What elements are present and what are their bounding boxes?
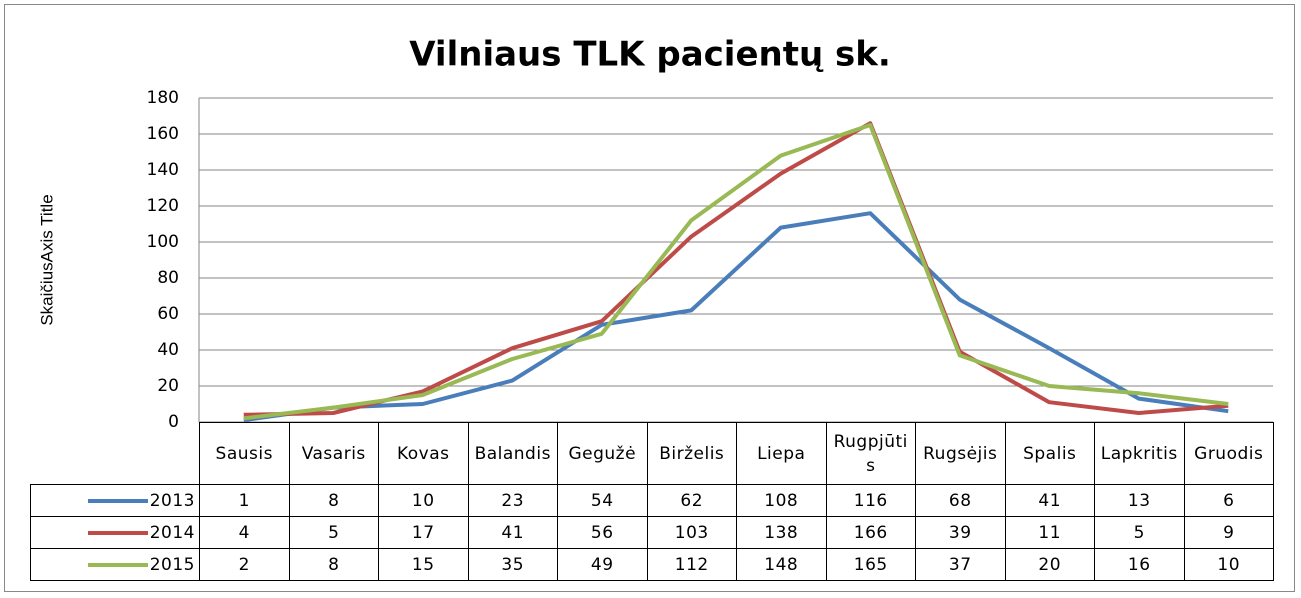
legend-label: 2015 [149, 554, 195, 575]
series-line [243, 123, 1229, 421]
value-cell: 165 [825, 548, 916, 581]
category-cell: Gegužė [557, 422, 648, 485]
category-cell: Vasaris [288, 422, 379, 485]
series-line [243, 211, 1229, 423]
y-tick-label: 120 [147, 196, 179, 216]
category-cell: Lapkritis [1094, 422, 1185, 485]
category-cell: Spalis [1004, 422, 1095, 485]
series-line [243, 121, 1229, 417]
value-cell: 16 [1094, 548, 1185, 581]
value-cell: 166 [825, 516, 916, 549]
value-cell: 13 [1094, 484, 1185, 517]
y-tick-label: 60 [157, 304, 179, 324]
value-cell: 9 [1183, 516, 1274, 549]
value-cell: 62 [646, 484, 737, 517]
value-cell: 68 [915, 484, 1006, 517]
value-cell: 6 [1183, 484, 1274, 517]
value-cell: 41 [1004, 484, 1095, 517]
chart-title: Vilniaus TLK pacientų sk. [409, 35, 891, 75]
y-tick-label: 40 [157, 340, 179, 360]
y-tick-label: 0 [168, 412, 179, 432]
value-cell: 1 [199, 484, 290, 517]
y-tick-label: 180 [147, 88, 179, 108]
value-cell: 5 [288, 516, 379, 549]
legend-cell: 2014 [30, 516, 200, 549]
category-cell: Sausis [199, 422, 290, 485]
value-cell: 11 [1004, 516, 1095, 549]
value-cell: 108 [736, 484, 827, 517]
y-tick-label: 140 [147, 160, 179, 180]
value-cell: 2 [199, 548, 290, 581]
legend-swatch [87, 562, 148, 567]
value-cell: 37 [915, 548, 1006, 581]
y-tick-label: 80 [157, 268, 179, 288]
category-cell: Birželis [646, 422, 737, 485]
value-cell: 15 [378, 548, 469, 581]
value-cell: 35 [467, 548, 558, 581]
category-cell: Gruodis [1183, 422, 1274, 485]
y-tick-label: 20 [157, 376, 179, 396]
value-cell: 41 [467, 516, 558, 549]
value-cell: 10 [378, 484, 469, 517]
legend-cell: 2015 [30, 548, 200, 581]
chart-border [4, 4, 1295, 592]
category-cell: Liepa [736, 422, 827, 485]
legend-swatch [87, 530, 148, 535]
value-cell: 5 [1094, 516, 1185, 549]
value-cell: 8 [288, 548, 379, 581]
legend-label: 2014 [149, 522, 195, 543]
category-cell: Kovas [378, 422, 469, 485]
value-cell: 112 [646, 548, 737, 581]
value-cell: 103 [646, 516, 737, 549]
legend-label: 2013 [149, 490, 195, 511]
value-cell: 10 [1183, 548, 1274, 581]
value-cell: 4 [199, 516, 290, 549]
legend-cell: 2013 [30, 484, 200, 517]
category-cell: Rugsėjis [915, 422, 1006, 485]
value-cell: 20 [1004, 548, 1095, 581]
value-cell: 23 [467, 484, 558, 517]
value-cell: 116 [825, 484, 916, 517]
value-cell: 148 [736, 548, 827, 581]
category-cell: Rugpjūtis [825, 422, 916, 485]
value-cell: 54 [557, 484, 648, 517]
legend-swatch [87, 498, 148, 503]
value-cell: 8 [288, 484, 379, 517]
category-cell: Balandis [467, 422, 558, 485]
value-cell: 49 [557, 548, 648, 581]
y-tick-label: 100 [147, 232, 179, 252]
value-cell: 39 [915, 516, 1006, 549]
y-tick-label: 160 [147, 124, 179, 144]
y-axis-title: SkaičiusAxis Title [37, 194, 56, 325]
value-cell: 17 [378, 516, 469, 549]
value-cell: 138 [736, 516, 827, 549]
value-cell: 56 [557, 516, 648, 549]
